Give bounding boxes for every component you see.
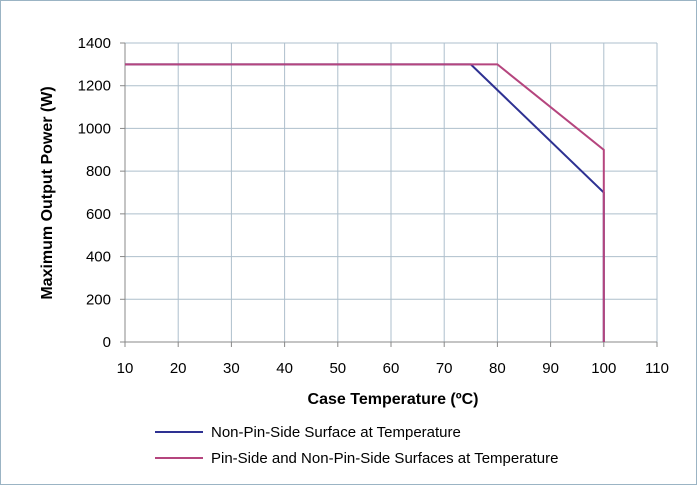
x-tick-label-80: 80 xyxy=(489,360,506,377)
legend-entry-non-pin-side: Non-Pin-Side Surface at Temperature xyxy=(155,424,461,441)
y-tick-label-1000: 1000 xyxy=(78,120,111,137)
y-tick-labels: 0 200 400 600 800 1000 1200 1400 xyxy=(78,35,111,351)
axes xyxy=(120,42,658,347)
x-tick-label-90: 90 xyxy=(542,360,559,377)
y-tick-label-0: 0 xyxy=(103,334,111,351)
y-tick-label-400: 400 xyxy=(86,249,111,266)
x-tick-label-70: 70 xyxy=(436,360,453,377)
x-tick-label-100: 100 xyxy=(591,360,616,377)
y-tick-label-800: 800 xyxy=(86,163,111,180)
legend-entry-pin-side-and-non-pin-side: Pin-Side and Non-Pin-Side Surfaces at Te… xyxy=(155,450,558,467)
x-tick-label-40: 40 xyxy=(276,360,293,377)
x-tick-label-30: 30 xyxy=(223,360,240,377)
y-tick-label-1200: 1200 xyxy=(78,78,111,95)
x-tick-label-50: 50 xyxy=(329,360,346,377)
legend: Non-Pin-Side Surface at Temperature Pin-… xyxy=(155,424,558,467)
y-tick-label-600: 600 xyxy=(86,206,111,223)
grid xyxy=(125,42,658,342)
x-axis-title: Case Temperature (ºC) xyxy=(308,391,479,408)
x-tick-label-10: 10 xyxy=(117,360,134,377)
x-tick-label-110: 110 xyxy=(645,360,669,377)
legend-label-non-pin-side: Non-Pin-Side Surface at Temperature xyxy=(211,424,461,441)
x-tick-label-20: 20 xyxy=(170,360,187,377)
legend-label-pin-side-and-non-pin-side: Pin-Side and Non-Pin-Side Surfaces at Te… xyxy=(211,450,558,467)
y-tick-label-1400: 1400 xyxy=(78,35,111,52)
y-tick-label-200: 200 xyxy=(86,291,111,308)
series-line-pin-side-and-non-pin-side xyxy=(125,63,605,342)
series-layer xyxy=(125,63,605,342)
x-tick-labels: 10 20 30 40 50 60 70 80 90 100 110 xyxy=(117,360,669,377)
x-tick-label-60: 60 xyxy=(383,360,400,377)
y-axis-title: Maximum Output Power (W) xyxy=(39,86,56,299)
